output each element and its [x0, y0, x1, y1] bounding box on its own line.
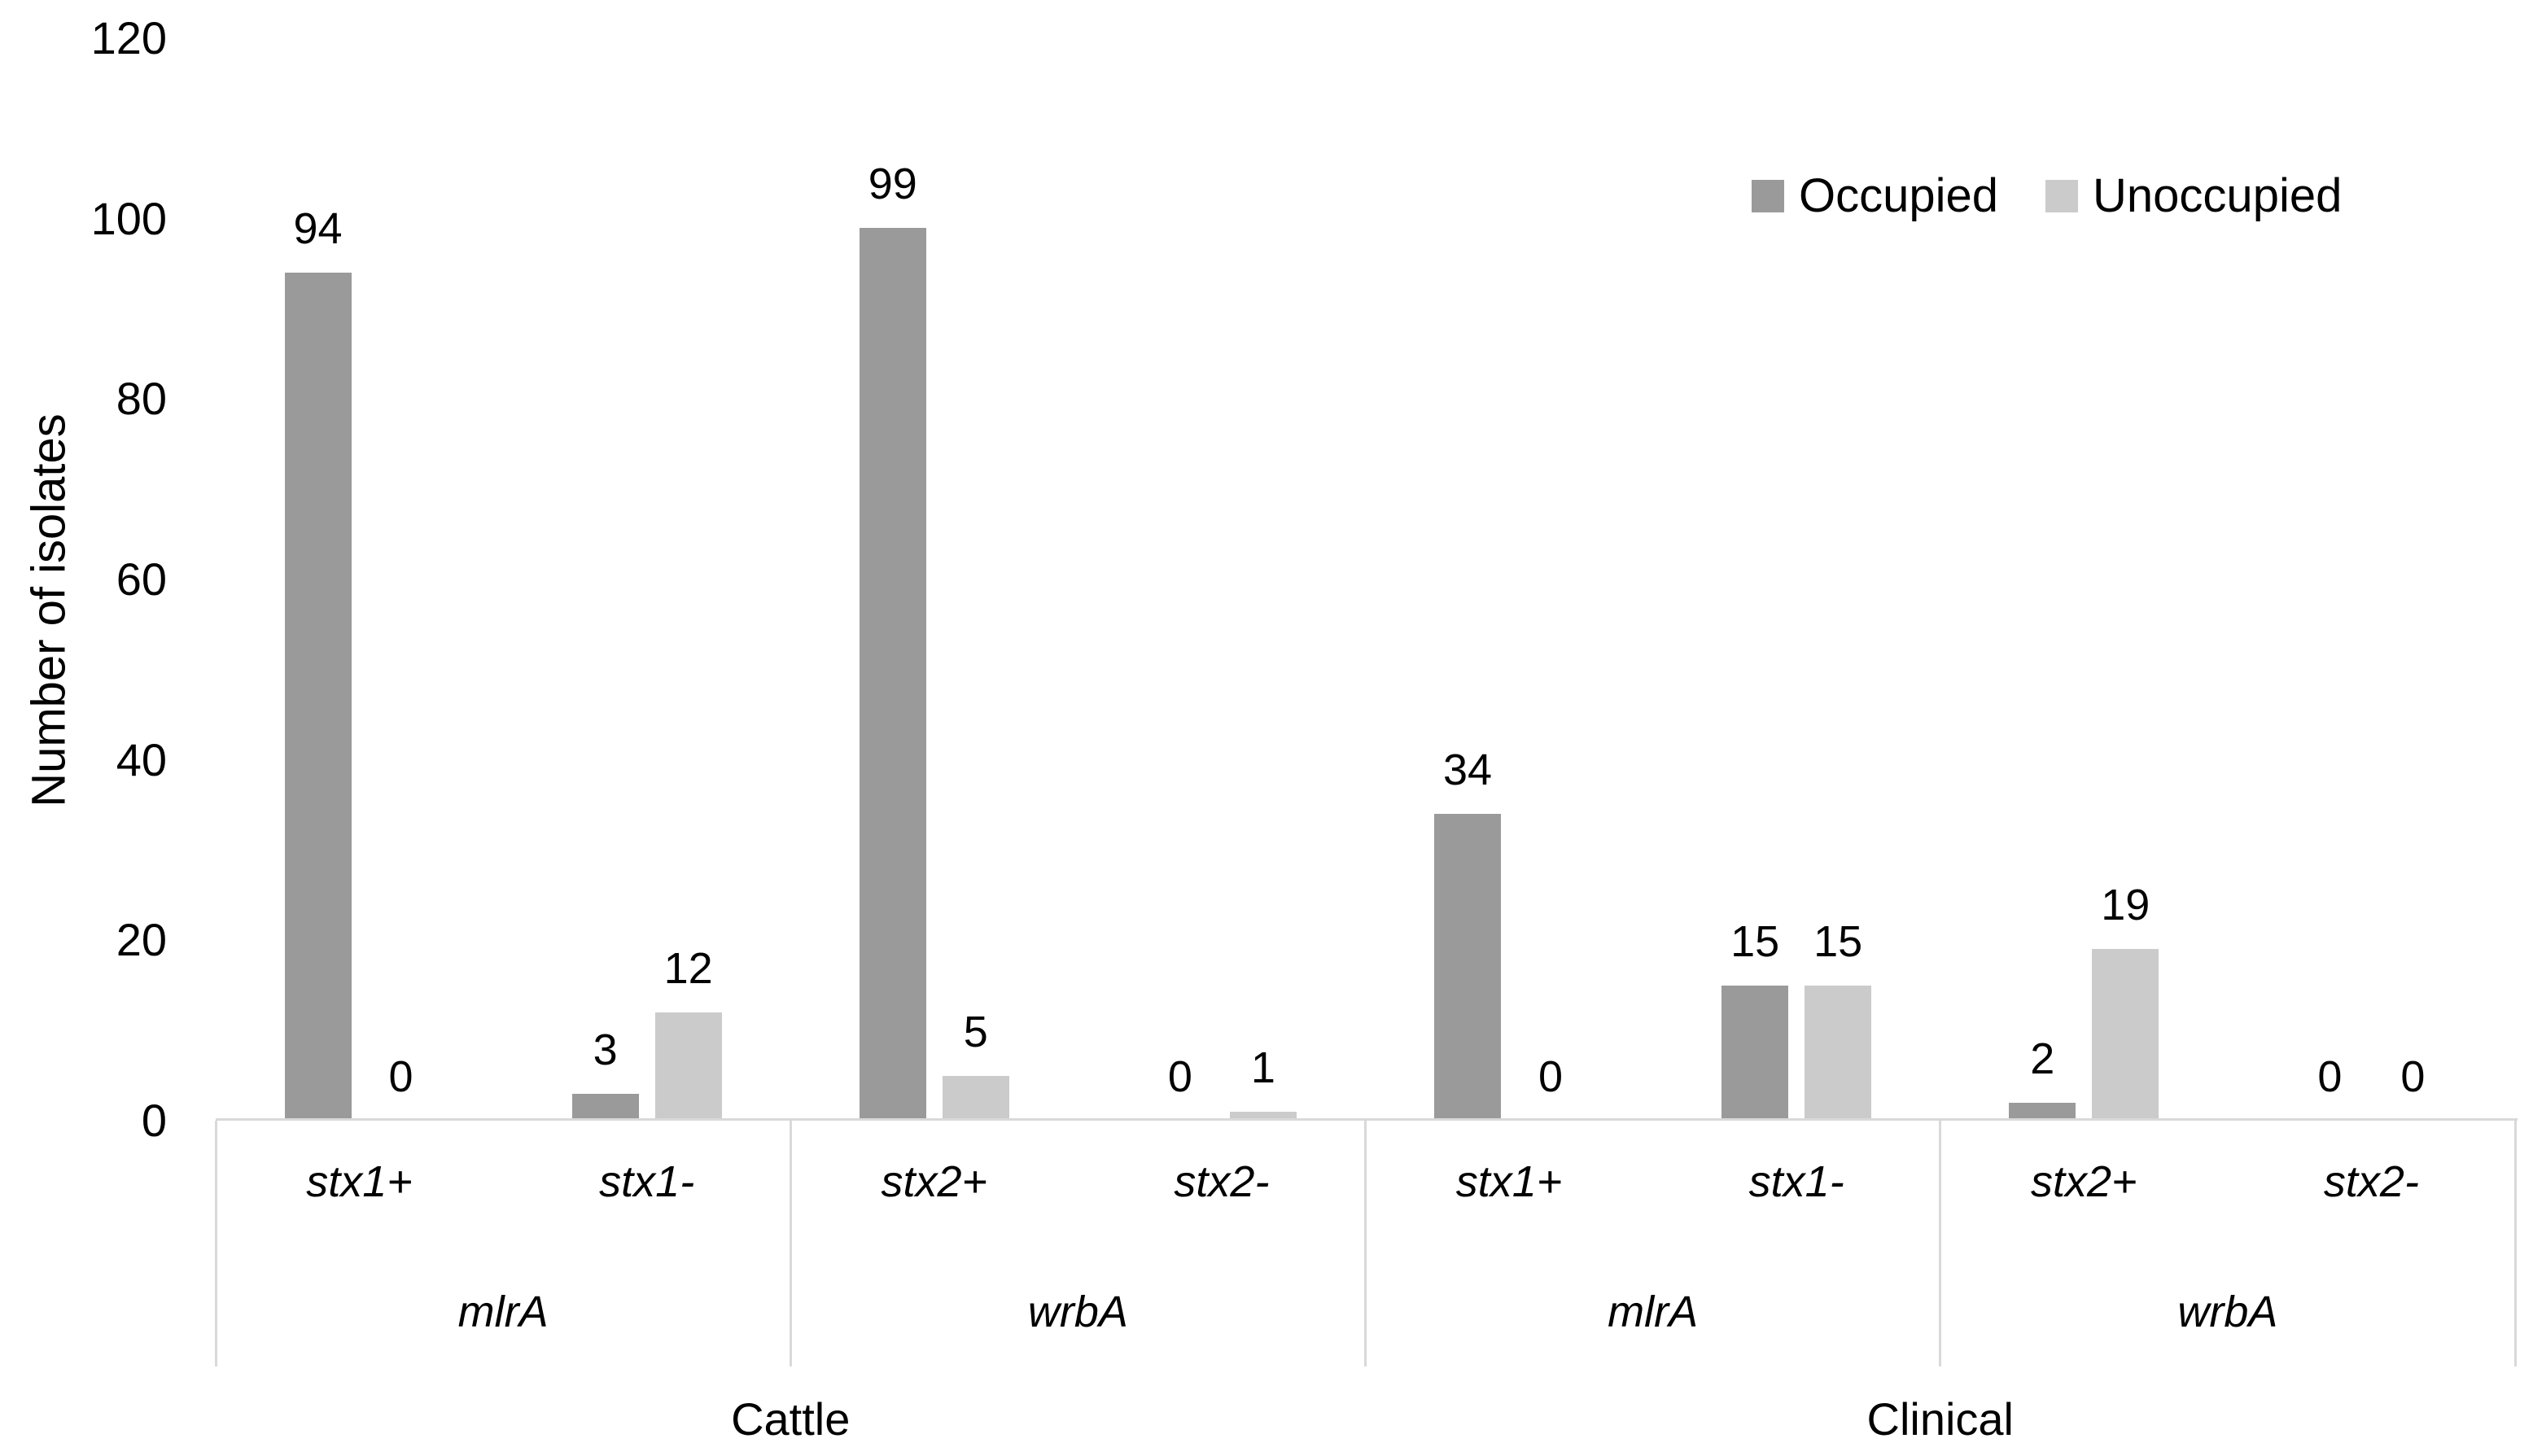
unoccupied-bar — [1805, 986, 1872, 1121]
gene-group-label: wrbA — [1027, 1288, 1128, 1336]
bar-value-label: 0 — [1167, 1052, 1192, 1101]
y-tick-label: 40 — [116, 733, 167, 785]
gene-group-label: mlrA — [1608, 1288, 1699, 1336]
bar-value-label: 3 — [593, 1025, 618, 1074]
legend: Occupied Unoccupied — [1752, 171, 2342, 221]
occupied-series-label: Occupied — [1799, 169, 1999, 222]
y-tick-label: 80 — [116, 373, 167, 425]
unoccupied-bar — [2092, 949, 2159, 1121]
y-tick-label: 20 — [116, 914, 167, 966]
category-divider-line — [214, 1121, 217, 1366]
unoccupied-bar — [942, 1076, 1009, 1121]
unoccupied-series-swatch — [2045, 180, 2079, 212]
stx-category-label: stx2- — [1174, 1157, 1270, 1206]
stx-category-label: stx1- — [1748, 1157, 1844, 1206]
category-divider-line — [1364, 1121, 1367, 1366]
occupied-bar — [1434, 814, 1502, 1121]
bar-value-label: 12 — [663, 944, 713, 993]
stx-category-label: stx1- — [599, 1157, 695, 1206]
unoccupied-bar — [1229, 1112, 1297, 1121]
bar-value-label: 5 — [963, 1008, 988, 1056]
stx-category-label: stx2+ — [2031, 1157, 2137, 1206]
occupied-series-swatch — [1752, 180, 1784, 212]
bar-value-label: 1 — [1250, 1043, 1275, 1092]
stx-category-label: stx1+ — [306, 1157, 413, 1206]
y-tick-label: 60 — [116, 553, 167, 605]
x-axis-line — [216, 1118, 2518, 1121]
bar-value-label: 34 — [1443, 745, 1493, 794]
gene-group-label: mlrA — [457, 1288, 549, 1336]
bar-value-label: 0 — [388, 1052, 413, 1101]
bar-value-label: 0 — [1538, 1052, 1564, 1101]
category-divider-line — [2513, 1121, 2517, 1366]
source-group-label: Cattle — [731, 1393, 851, 1445]
category-divider-line — [1939, 1121, 1942, 1366]
occupied-bar — [859, 228, 926, 1121]
stx-category-label: stx2- — [2323, 1157, 2419, 1206]
bar-value-label: 15 — [1730, 917, 1780, 966]
occupied-bar — [1721, 986, 1789, 1121]
unoccupied-bar — [654, 1012, 722, 1121]
occupied-bar — [2009, 1103, 2076, 1121]
bar-value-label: 2 — [2030, 1034, 2055, 1083]
bar-value-label: 15 — [1813, 917, 1863, 966]
unoccupied-series-label: Unoccupied — [2093, 169, 2343, 222]
y-tick-label: 120 — [90, 12, 167, 63]
source-group-label: Clinical — [1866, 1393, 2015, 1445]
bar-value-label: 0 — [2400, 1052, 2426, 1101]
bar-value-label: 0 — [2317, 1052, 2343, 1101]
bar-value-label: 94 — [293, 204, 343, 253]
occupied-bar — [284, 273, 352, 1121]
y-tick-label: 0 — [141, 1095, 167, 1146]
legend-item-unoccupied: Unoccupied — [2045, 171, 2342, 221]
stx-category-label: stx1+ — [1455, 1157, 1563, 1206]
stx-category-label: stx2+ — [881, 1157, 988, 1206]
y-tick-label: 100 — [90, 192, 167, 244]
legend-item-occupied: Occupied — [1752, 171, 1998, 221]
gene-group-label: wrbA — [2177, 1288, 2278, 1336]
category-divider-line — [789, 1121, 792, 1366]
bar-value-label: 99 — [868, 160, 917, 208]
occupied-bar — [571, 1094, 639, 1121]
bar-value-label: 19 — [2101, 881, 2150, 929]
